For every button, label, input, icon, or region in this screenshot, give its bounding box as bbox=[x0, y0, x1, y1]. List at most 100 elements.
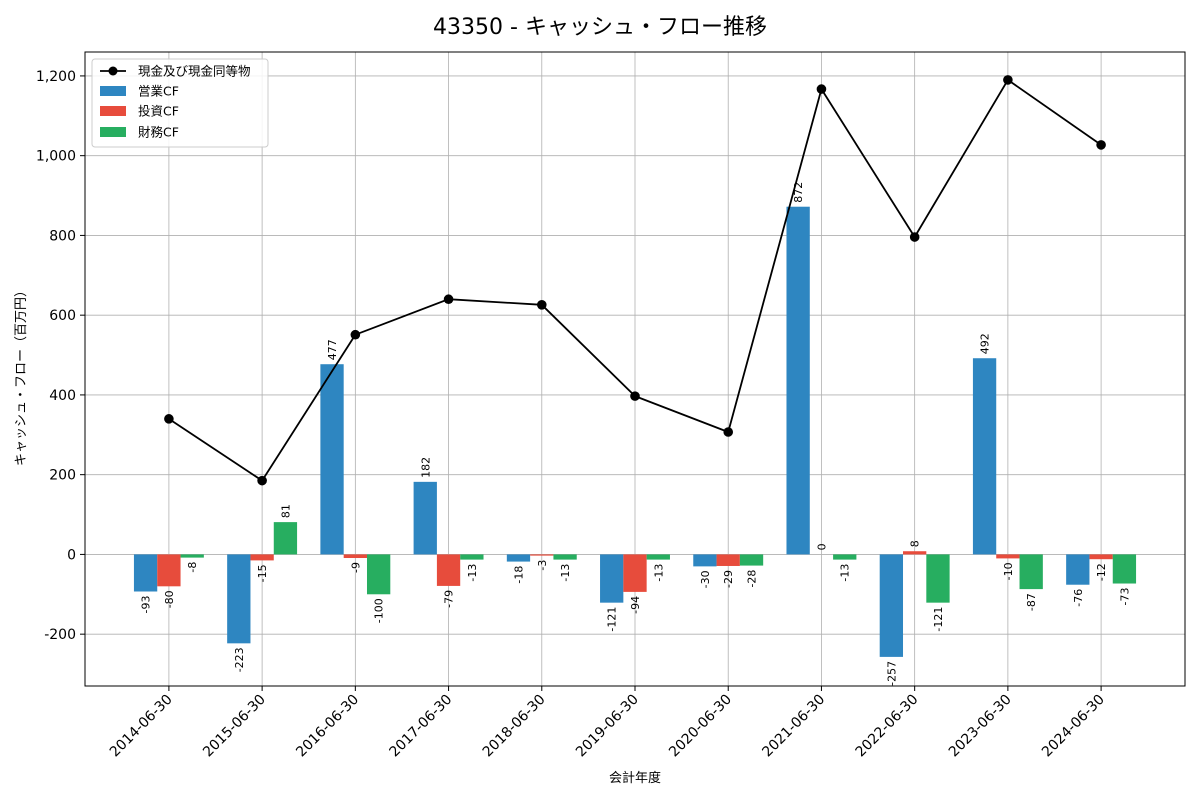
cash-point bbox=[1003, 75, 1013, 85]
chart-title: 43350 - キャッシュ・フロー推移 bbox=[433, 15, 767, 40]
cash-point bbox=[350, 329, 361, 340]
bar-投資CF bbox=[250, 554, 274, 561]
legend-line-marker bbox=[108, 66, 118, 76]
data-label-営業CF: -121 bbox=[606, 607, 619, 632]
cash-point bbox=[909, 232, 920, 242]
bar-営業CF bbox=[1066, 554, 1090, 585]
bar-営業CF bbox=[786, 206, 810, 555]
bar-投資CF bbox=[343, 554, 367, 559]
cash-point bbox=[257, 475, 267, 486]
y-tick-label: 800 bbox=[49, 228, 76, 244]
data-label-投資CF: -12 bbox=[1095, 563, 1108, 581]
axes-layer: -200 0 200 400 600 800 1,000 1,200 2014-06-30 201… bbox=[36, 51, 1186, 761]
x-tick-label: 2019-06-30 bbox=[573, 692, 642, 761]
bar-財務CF bbox=[646, 554, 670, 560]
x-tick-label: 2024-06-30 bbox=[1039, 692, 1108, 761]
bar-営業CF bbox=[133, 554, 158, 592]
data-label-財務CF: -13 bbox=[839, 564, 852, 582]
data-label-投資CF: -10 bbox=[1002, 562, 1015, 580]
legend-box bbox=[91, 58, 269, 148]
data-label-財務CF: -13 bbox=[652, 564, 665, 582]
legend-label: 営業CF bbox=[138, 84, 179, 99]
bar-財務CF bbox=[180, 554, 204, 558]
bar-営業CF bbox=[227, 554, 251, 644]
bar-財務CF bbox=[460, 554, 484, 560]
data-label-投資CF: 0 bbox=[815, 543, 828, 550]
x-tick-label: 2017-06-30 bbox=[387, 692, 456, 761]
bar-財務CF bbox=[833, 554, 857, 560]
data-label-営業CF: 492 bbox=[979, 333, 992, 354]
data-label-財務CF: 81 bbox=[279, 504, 292, 518]
y-axis-label: キャッシュ・フロー（百万円） bbox=[14, 284, 29, 466]
x-tick-label: 2023-06-30 bbox=[946, 692, 1015, 761]
y-tick-label: 200 bbox=[49, 468, 76, 484]
bar-営業CF bbox=[879, 554, 904, 657]
x-tick-label: 2014-06-30 bbox=[107, 692, 176, 761]
legend-label: 財務CF bbox=[138, 125, 179, 140]
bar-営業CF bbox=[600, 554, 624, 603]
cash-point bbox=[536, 300, 547, 310]
bar-投資CF bbox=[716, 554, 740, 566]
x-tick-label: 2022-06-30 bbox=[853, 692, 922, 761]
bar-営業CF bbox=[972, 358, 997, 555]
data-label-営業CF: -30 bbox=[699, 570, 712, 588]
bar-財務CF bbox=[926, 554, 950, 603]
data-label-投資CF: -80 bbox=[163, 590, 176, 608]
x-tick-label: 2015-06-30 bbox=[200, 692, 269, 761]
legend-label: 投資CF bbox=[138, 104, 179, 119]
x-tick-label: 2021-06-30 bbox=[759, 692, 828, 761]
y-tick-label: -200 bbox=[44, 627, 76, 643]
data-label-投資CF: -29 bbox=[722, 570, 735, 588]
bar-投資CF bbox=[530, 554, 554, 556]
cash-point bbox=[443, 294, 454, 305]
plot-frame bbox=[84, 51, 1186, 687]
bar-投資CF bbox=[623, 554, 647, 592]
data-label-投資CF: -3 bbox=[536, 560, 549, 571]
y-tick-label: 400 bbox=[49, 388, 76, 404]
bar-営業CF bbox=[320, 364, 344, 555]
bar-営業CF bbox=[413, 481, 437, 555]
cash-point bbox=[630, 391, 640, 401]
x-axis-label: 会計年度 bbox=[609, 770, 661, 786]
data-label-財務CF: -28 bbox=[746, 570, 759, 588]
bar-財務CF bbox=[553, 554, 577, 560]
bar-投資CF bbox=[157, 554, 181, 587]
data-label-営業CF: 477 bbox=[326, 339, 339, 360]
data-label-投資CF: -9 bbox=[349, 562, 362, 573]
data-label-営業CF: -223 bbox=[233, 647, 246, 672]
bar-投資CF bbox=[436, 554, 461, 586]
data-label-財務CF: -87 bbox=[1025, 593, 1038, 611]
data-label-営業CF: 182 bbox=[419, 457, 432, 478]
data-label-投資CF: -15 bbox=[256, 564, 269, 582]
data-label-投資CF: -79 bbox=[443, 590, 456, 608]
y-tick-label: 1,000 bbox=[36, 149, 76, 165]
y-tick-label: 0 bbox=[67, 547, 76, 563]
data-label-営業CF: 872 bbox=[792, 182, 805, 203]
bar-投資CF bbox=[1089, 554, 1113, 560]
bar-営業CF bbox=[506, 554, 531, 562]
data-label-財務CF: -13 bbox=[466, 564, 479, 582]
data-labels-layer: -93-223477182-18-121-30872-257492-76-80-… bbox=[140, 182, 1132, 686]
bar-財務CF bbox=[1019, 554, 1043, 590]
data-label-財務CF: -100 bbox=[373, 598, 386, 623]
cash-point bbox=[816, 84, 827, 94]
x-tick-label: 2018-06-30 bbox=[480, 692, 549, 761]
bar-財務CF bbox=[273, 522, 298, 555]
data-label-投資CF: -94 bbox=[629, 596, 642, 614]
bar-財務CF bbox=[366, 554, 391, 595]
legend-swatch bbox=[100, 86, 126, 96]
data-label-営業CF: -257 bbox=[885, 661, 898, 686]
x-tick-label: 2020-06-30 bbox=[666, 692, 735, 761]
legend-swatch bbox=[100, 106, 126, 116]
data-label-財務CF: -13 bbox=[559, 564, 572, 582]
cash-point bbox=[1096, 140, 1106, 150]
y-tick-label: 1,200 bbox=[36, 69, 76, 85]
cash-point bbox=[723, 427, 734, 437]
bar-財務CF bbox=[739, 554, 764, 566]
bar-投資CF bbox=[996, 554, 1020, 559]
x-tick-label: 2016-06-30 bbox=[293, 692, 362, 761]
data-label-投資CF: 8 bbox=[909, 540, 922, 547]
